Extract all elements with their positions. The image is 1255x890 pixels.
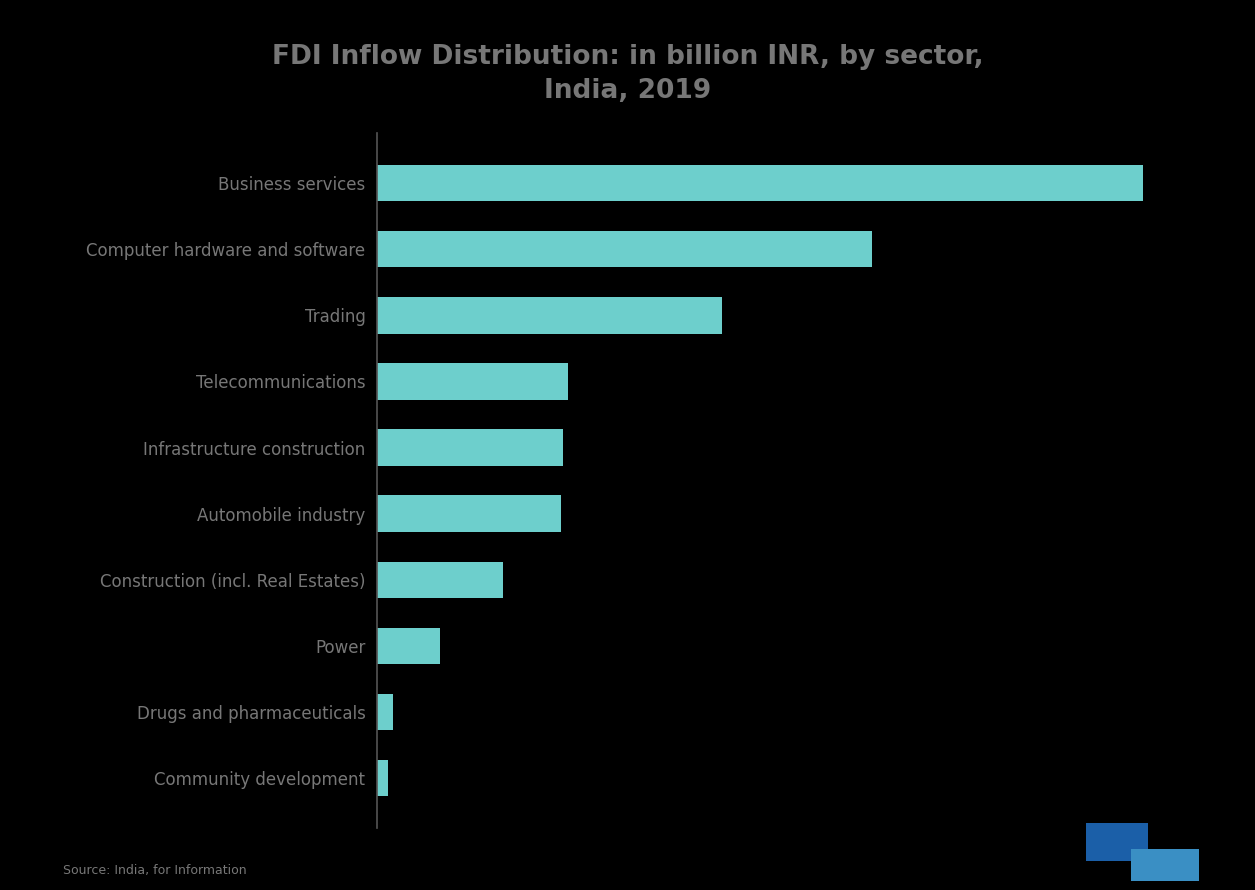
Text: FDI Inflow Distribution: in billion INR, by sector,
India, 2019: FDI Inflow Distribution: in billion INR,… bbox=[271, 44, 984, 104]
Bar bbox=[376, 165, 1142, 201]
Bar bbox=[376, 297, 722, 334]
Bar bbox=[376, 429, 563, 465]
Bar bbox=[376, 693, 393, 730]
Bar bbox=[1131, 849, 1199, 881]
Text: Source: India, for Information: Source: India, for Information bbox=[63, 863, 246, 877]
Bar bbox=[376, 496, 561, 532]
Bar bbox=[1086, 823, 1147, 861]
Bar bbox=[376, 562, 502, 598]
Bar bbox=[376, 627, 441, 664]
Bar bbox=[376, 231, 872, 268]
Bar bbox=[376, 363, 569, 400]
Bar bbox=[376, 760, 388, 797]
